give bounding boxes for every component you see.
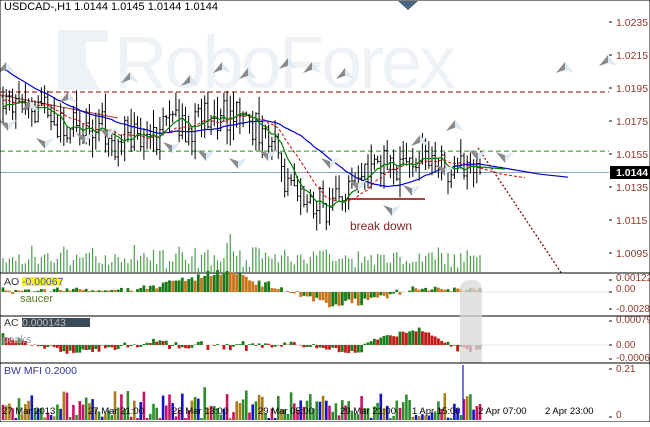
svg-text:USDCAD-,H1 1.0144 1.0145 1.01: USDCAD-,H1 1.0144 1.0145 1.0144 1.0144	[4, 1, 218, 13]
svg-text:break down: break down	[350, 219, 412, 233]
svg-text:0.000793: 0.000793	[616, 315, 650, 326]
svg-text:-0.00282: -0.00282	[616, 304, 650, 315]
svg-text:AC: AC	[4, 317, 19, 329]
svg-text:saucer: saucer	[20, 293, 53, 305]
svg-text:1.0155: 1.0155	[616, 149, 648, 161]
svg-text:28 Mar 13:00: 28 Mar 13:00	[172, 406, 228, 417]
svg-text:BW MFI 0.2000: BW MFI 0.2000	[4, 365, 77, 377]
svg-text:1.0135: 1.0135	[616, 182, 648, 194]
svg-text:-0.00065: -0.00065	[616, 353, 650, 364]
svg-text:1.0195: 1.0195	[616, 83, 648, 95]
svg-text:1.0095: 1.0095	[616, 248, 648, 260]
svg-text:1.0215: 1.0215	[616, 50, 648, 62]
svg-text:2 Apr 07:00: 2 Apr 07:00	[478, 406, 527, 417]
svg-text:0.00122: 0.00122	[616, 273, 650, 284]
svg-text:1.0235: 1.0235	[616, 17, 648, 29]
svg-text:29 Mar 21:00: 29 Mar 21:00	[340, 406, 396, 417]
svg-text:27 Mar 2013: 27 Mar 2013	[2, 406, 55, 417]
svg-text:-0.00067: -0.00067	[22, 276, 64, 288]
svg-text:0.00: 0.00	[616, 284, 636, 295]
svg-text:1.0144: 1.0144	[616, 167, 648, 179]
svg-text:peaks: peaks	[2, 334, 32, 346]
svg-text:27 Mar 21:00: 27 Mar 21:00	[88, 406, 144, 417]
svg-text:2 Apr 23:00: 2 Apr 23:00	[545, 406, 594, 417]
svg-text:1.0115: 1.0115	[616, 215, 647, 227]
svg-text:0.000143: 0.000143	[22, 317, 66, 329]
svg-text:0: 0	[616, 410, 622, 421]
svg-text:0.21: 0.21	[616, 364, 636, 375]
svg-text:1.0175: 1.0175	[616, 116, 648, 128]
svg-text:29 Mar 05:00: 29 Mar 05:00	[258, 406, 314, 417]
svg-text:0.00: 0.00	[616, 340, 636, 351]
svg-text:1 Apr 15:00: 1 Apr 15:00	[412, 406, 461, 417]
svg-text:AO: AO	[4, 276, 19, 288]
